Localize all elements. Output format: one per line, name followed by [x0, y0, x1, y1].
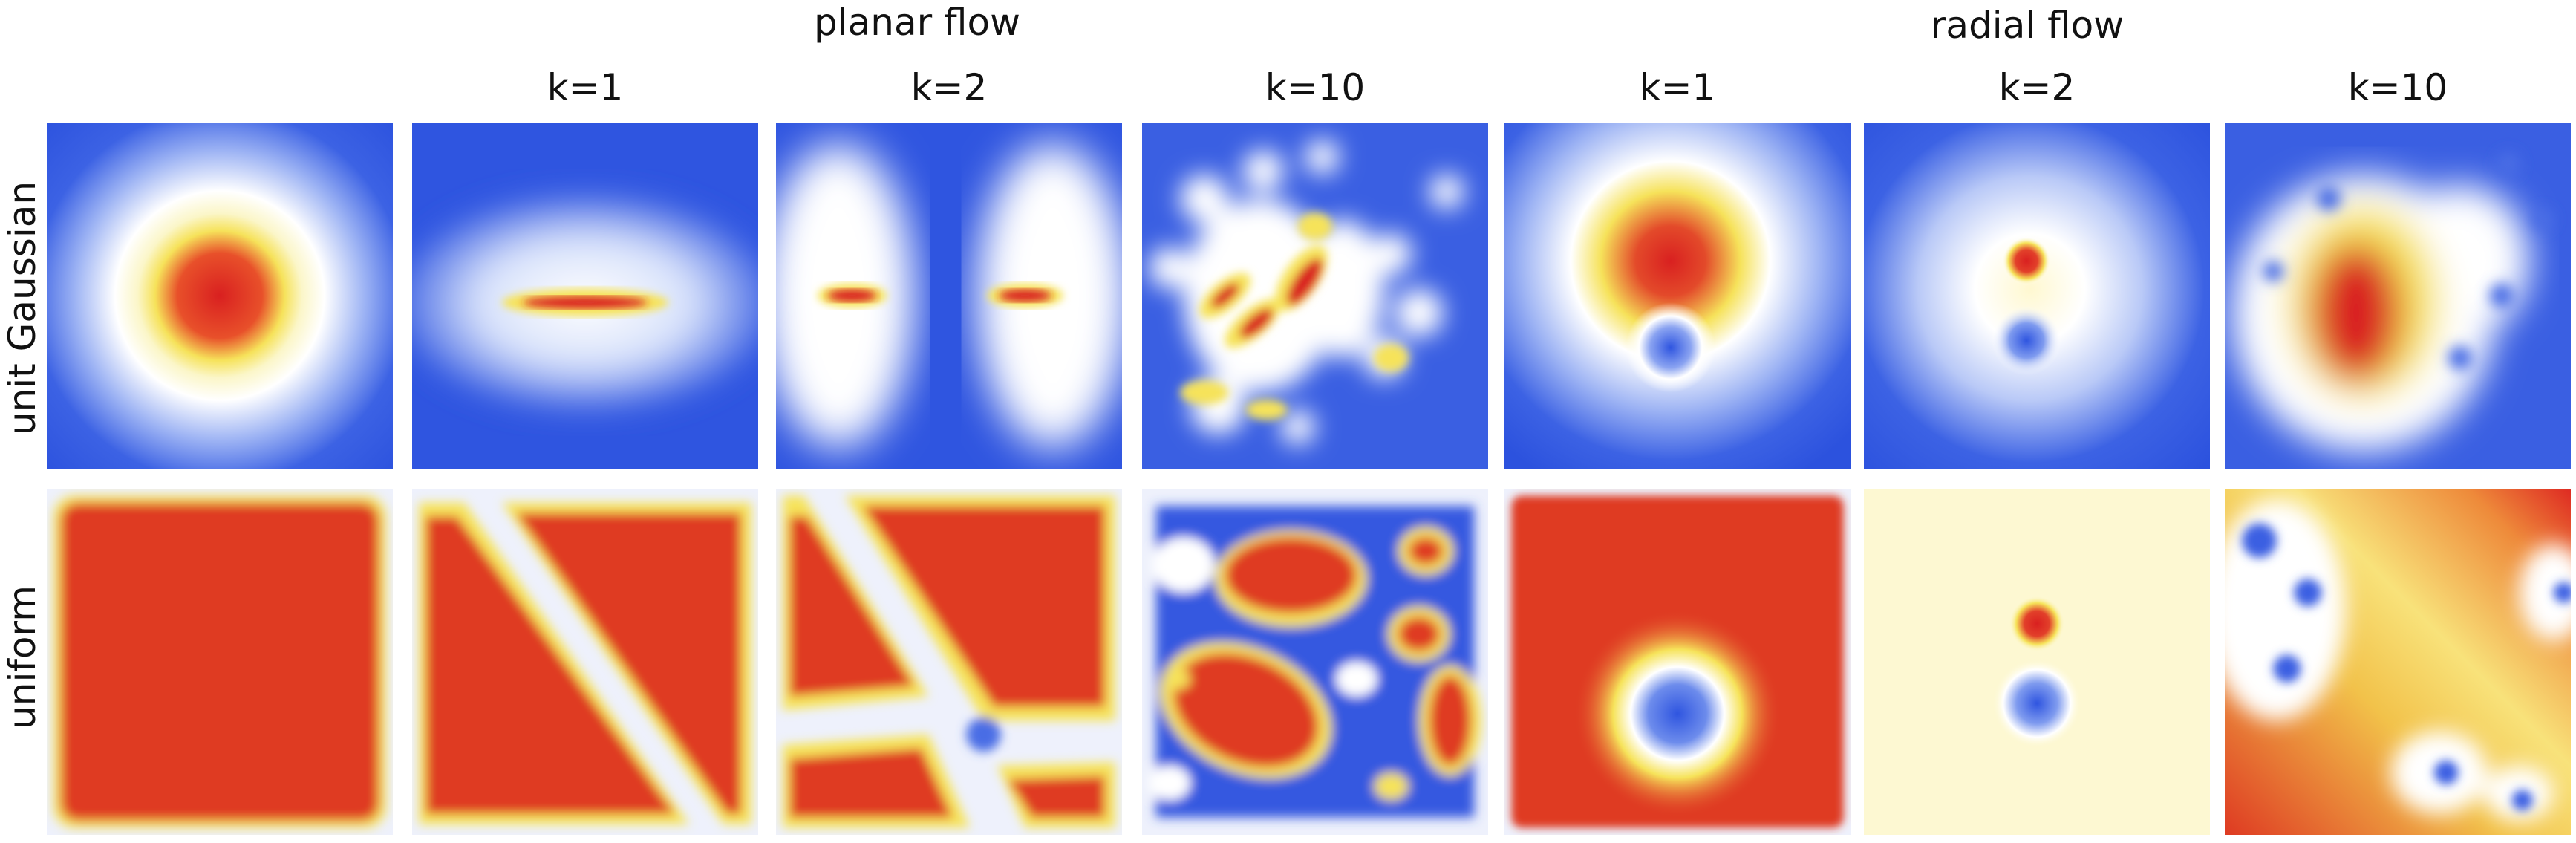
col-label-planar-k1: k=1	[547, 66, 624, 109]
panel-uniform-radial-k1	[1504, 489, 1851, 835]
panel-gaussian-planar-k2	[776, 123, 1122, 469]
panel-gaussian-radial-k2	[1864, 123, 2210, 469]
col-label-radial-k10: k=10	[2347, 66, 2448, 109]
panel-gaussian-planar-k1	[412, 123, 758, 469]
panel-uniform-planar-k2	[776, 489, 1122, 835]
panel-uniform-radial-k2	[1864, 489, 2210, 835]
row-label-uniform: uniform	[1, 585, 44, 729]
panel-uniform-planar-k10	[1142, 489, 1488, 835]
panel-uniform-radial-k10	[2225, 489, 2571, 835]
col-label-planar-k10: k=10	[1265, 66, 1366, 109]
panel-uniform-planar-k1	[412, 489, 758, 835]
panel-gaussian-radial-k1	[1504, 123, 1851, 469]
panel-gaussian-base	[47, 123, 393, 469]
col-label-planar-k2: k=2	[910, 66, 988, 109]
row-label-unit-gaussian: unit Gaussian	[1, 180, 44, 436]
panel-gaussian-radial-k10	[2225, 123, 2571, 469]
planar-flow-title: planar flow	[813, 1, 1021, 44]
col-label-radial-k1: k=1	[1639, 66, 1716, 109]
panel-uniform-base	[47, 489, 393, 835]
panel-gaussian-planar-k10	[1142, 123, 1488, 469]
radial-flow-title: radial flow	[1930, 4, 2125, 47]
col-label-radial-k2: k=2	[1998, 66, 2076, 109]
